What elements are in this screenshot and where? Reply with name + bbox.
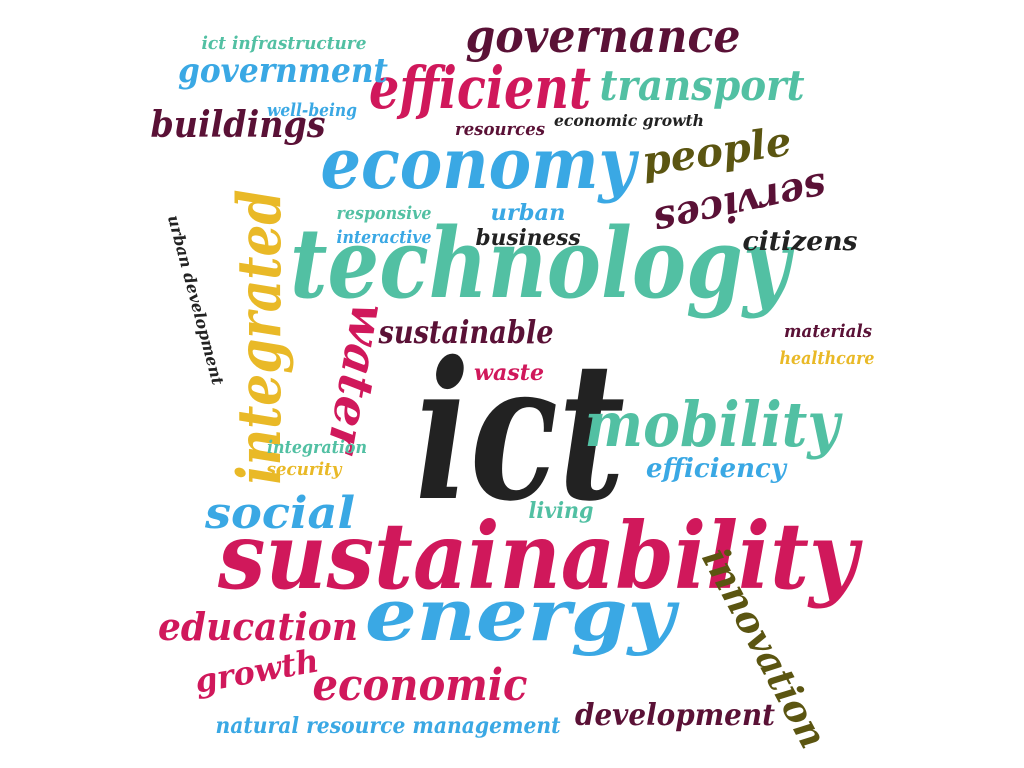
word-citizens: citizens (743, 227, 858, 257)
word-government: government (178, 51, 388, 91)
word-education: education (158, 604, 358, 649)
word-healthcare: healthcare (780, 348, 875, 369)
word-growth: growth (192, 641, 322, 700)
word-transport: transport (600, 61, 805, 110)
word-efficient: efficient (369, 54, 591, 122)
word-social: social (204, 488, 355, 539)
word-economic: economic (313, 660, 528, 711)
word-natural-resource-management: natural resource management (216, 713, 561, 739)
word-mobility: mobility (585, 388, 844, 461)
word-waste: waste (474, 360, 544, 386)
word-urban: urban (491, 200, 566, 226)
word-business: business (476, 225, 581, 251)
word-responsive: responsive (337, 203, 432, 224)
word-development: development (575, 698, 775, 733)
word-resources: resources (455, 119, 545, 140)
word-integrated: integrated (225, 190, 295, 485)
word-efficiency: efficiency (646, 454, 788, 484)
word-well-being: well-being (267, 100, 357, 121)
word-living: living (529, 498, 594, 524)
word-energy: energy (365, 572, 680, 657)
word-buildings: buildings (151, 104, 326, 146)
word-economy: economy (321, 122, 640, 205)
word-economic-growth: economic growth (554, 111, 704, 130)
word-interactive: interactive (337, 227, 432, 248)
word-technology: technology (290, 207, 795, 320)
word-urban-development: urban development (164, 213, 228, 388)
word-sustainable: sustainable (378, 313, 554, 351)
word-ict: ict (415, 320, 625, 543)
word-integration: integration (267, 437, 367, 458)
word-security: security (266, 459, 343, 480)
word-governance: governance (466, 9, 741, 63)
word-ict-infrastructure: ict infrastructure (202, 33, 367, 54)
word-materials: materials (784, 321, 872, 342)
word-sustainability: sustainability (217, 502, 863, 610)
